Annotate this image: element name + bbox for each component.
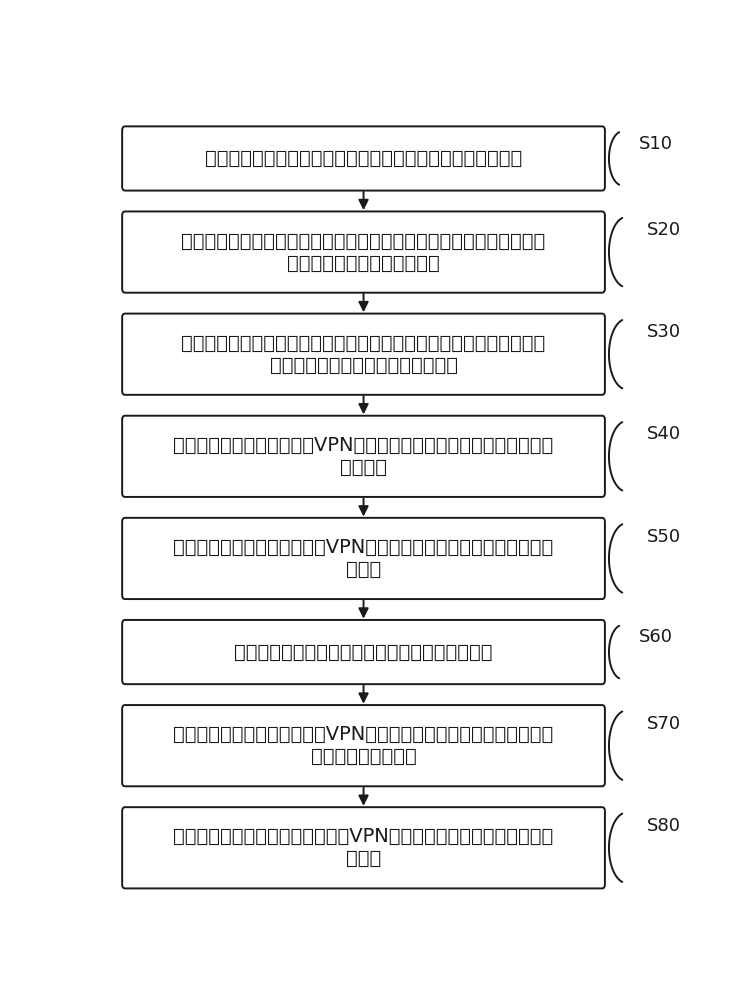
Text: S80: S80 — [648, 817, 681, 835]
Text: 将原生主区块链的第一私鑰通过可逆加密算法转换为第二私鑰: 将原生主区块链的第一私鑰通过可逆加密算法转换为第二私鑰 — [205, 149, 522, 168]
Text: S60: S60 — [639, 628, 673, 646]
FancyBboxPatch shape — [122, 620, 605, 684]
Text: 区块链进行签名认证: 区块链进行签名认证 — [310, 747, 416, 766]
Text: 建立访问所述原生主区块链的VPN通道并通过所述第一私鑰对所述原生: 建立访问所述原生主区块链的VPN通道并通过所述第一私鑰对所述原生 — [173, 725, 554, 744]
FancyBboxPatch shape — [122, 211, 605, 293]
Text: 将所述第一私鑰和第二私鑰备份至信息存储区；在网络连接时将所述备: 将所述第一私鑰和第二私鑰备份至信息存储区；在网络连接时将所述备 — [181, 232, 545, 251]
Text: 建立访问所述密鑰区块链的VPN通道并使用所述密鑰区块链的设置进行: 建立访问所述密鑰区块链的VPN通道并使用所述密鑰区块链的设置进行 — [173, 436, 554, 455]
Text: S50: S50 — [648, 528, 682, 546]
FancyBboxPatch shape — [122, 126, 605, 191]
Text: 份传输至密鑰区块链的区块中: 份传输至密鑰区块链的区块中 — [287, 254, 440, 273]
Text: 签名认证: 签名认证 — [340, 458, 387, 477]
Text: 当所述签名认证通过时，通过所述VPN通道访问所述原生主区块链并获: 当所述签名认证通过时，通过所述VPN通道访问所述原生主区块链并获 — [173, 827, 554, 846]
Text: 二私鑰: 二私鑰 — [346, 560, 381, 579]
Text: 链的第三私鑰或多个第三私鑰的组合: 链的第三私鑰或多个第三私鑰的组合 — [269, 356, 457, 375]
FancyBboxPatch shape — [122, 416, 605, 497]
Text: 将所述第二私鑰通过可逆加密算法转换为第一私鑰: 将所述第二私鑰通过可逆加密算法转换为第一私鑰 — [234, 643, 493, 662]
FancyBboxPatch shape — [122, 807, 605, 888]
Text: S30: S30 — [648, 323, 682, 341]
Text: S20: S20 — [648, 221, 682, 239]
Text: 使用密鑰生成元素生成一个或多个第三私鑰，并设置访问所述密鑰区块: 使用密鑰生成元素生成一个或多个第三私鑰，并设置访问所述密鑰区块 — [181, 334, 545, 353]
Text: S70: S70 — [648, 715, 682, 733]
Text: 取数据: 取数据 — [346, 849, 381, 868]
Text: 当所述签名认证通过时，通过VPN通道访问所述密鑰区块链获取所述第: 当所述签名认证通过时，通过VPN通道访问所述密鑰区块链获取所述第 — [173, 538, 554, 557]
Text: S40: S40 — [648, 425, 682, 443]
FancyBboxPatch shape — [122, 518, 605, 599]
FancyBboxPatch shape — [122, 705, 605, 786]
Text: S10: S10 — [639, 135, 673, 153]
FancyBboxPatch shape — [122, 314, 605, 395]
